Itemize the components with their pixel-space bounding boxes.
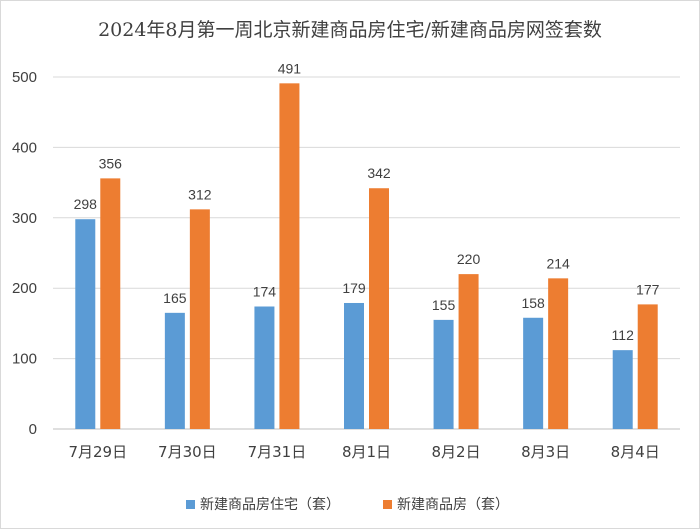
bar-series-2 bbox=[548, 278, 569, 429]
y-tick-label: 400 bbox=[12, 139, 37, 156]
legend-label: 新建商品房（套） bbox=[397, 497, 509, 513]
y-tick-label: 100 bbox=[12, 351, 37, 368]
data-label: 165 bbox=[163, 290, 187, 306]
bar-series-1 bbox=[523, 317, 544, 429]
data-labels: 298 165 174 179 155 158 112 356 312 491 342 220 214 1… bbox=[74, 60, 660, 343]
bar-series-2 bbox=[458, 274, 479, 429]
bars bbox=[75, 83, 658, 429]
bar-series-2 bbox=[369, 188, 389, 429]
data-label: 112 bbox=[612, 327, 635, 343]
y-tick-label: 200 bbox=[12, 280, 37, 297]
x-tick-label: 8月3日 bbox=[521, 443, 570, 461]
bar-series-2 bbox=[100, 178, 121, 429]
x-tick-label: 7月29日 bbox=[68, 443, 127, 461]
chart-title: 2024年8月第一周北京新建商品房住宅/新建商品房网签套数 bbox=[98, 19, 602, 41]
x-tick-label: 8月1日 bbox=[342, 443, 391, 461]
bar-series-1 bbox=[433, 319, 454, 429]
data-label: 298 bbox=[74, 196, 98, 212]
bar-series-2 bbox=[637, 304, 658, 429]
legend-label: 新建商品房住宅（套） bbox=[200, 497, 340, 513]
data-label: 491 bbox=[278, 60, 302, 76]
data-label: 312 bbox=[188, 186, 212, 202]
data-label: 356 bbox=[99, 155, 123, 171]
bar-series-1 bbox=[612, 350, 633, 429]
x-tick-label: 8月4日 bbox=[611, 443, 660, 461]
data-label: 342 bbox=[367, 165, 391, 181]
bar-series-1 bbox=[164, 312, 185, 429]
x-tick-label: 7月31日 bbox=[248, 443, 307, 461]
bar-series-1 bbox=[344, 302, 364, 429]
y-axis: 0 100 200 300 400 500 bbox=[12, 69, 37, 438]
x-tick-label: 8月2日 bbox=[432, 443, 481, 461]
data-label: 155 bbox=[432, 297, 456, 313]
data-label: 158 bbox=[521, 295, 545, 311]
bar-series-1 bbox=[254, 306, 275, 429]
bar-series-1 bbox=[75, 219, 96, 429]
legend-swatch bbox=[186, 500, 195, 509]
data-label: 220 bbox=[457, 251, 481, 267]
bar-series-2 bbox=[189, 209, 210, 429]
legend: 新建商品房住宅（套） 新建商品房（套） bbox=[186, 497, 509, 513]
x-tick-label: 7月30日 bbox=[158, 443, 217, 461]
data-label: 179 bbox=[342, 280, 366, 296]
gridlines bbox=[53, 76, 680, 430]
y-tick-label: 0 bbox=[29, 421, 37, 438]
bar-series-2 bbox=[279, 83, 300, 429]
y-tick-label: 500 bbox=[12, 69, 37, 86]
data-label: 174 bbox=[253, 284, 277, 300]
legend-swatch bbox=[383, 500, 392, 509]
y-tick-label: 300 bbox=[12, 210, 37, 227]
x-axis: 7月29日 7月30日 7月31日 8月1日 8月2日 8月3日 8月4日 bbox=[68, 443, 659, 461]
data-label: 214 bbox=[546, 255, 570, 271]
data-label: 177 bbox=[636, 281, 660, 297]
